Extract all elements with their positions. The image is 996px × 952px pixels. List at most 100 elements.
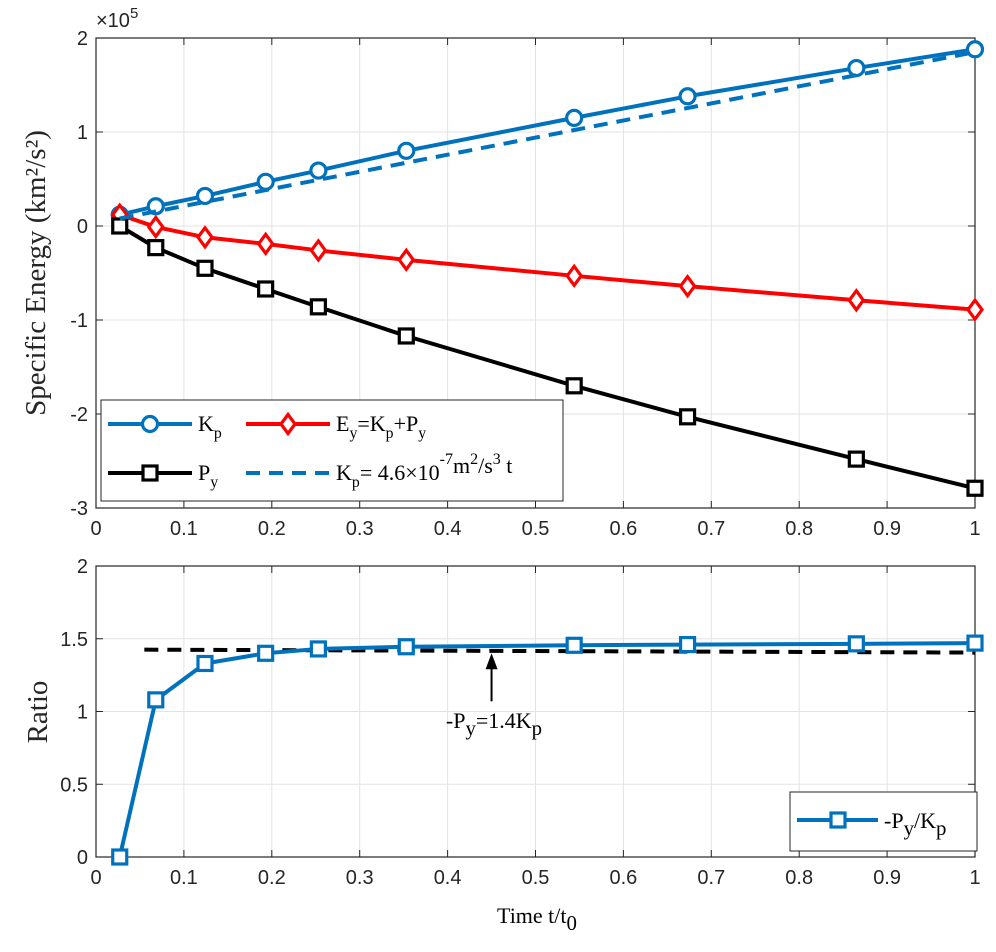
- label-part: =1.4K: [476, 708, 532, 733]
- x-tick-label: 0.2: [258, 518, 286, 540]
- label-part: =K: [357, 411, 385, 436]
- x-tick-label: 0.7: [697, 867, 725, 889]
- annotation-arrowhead: [485, 653, 498, 670]
- x-tick-label: 0.1: [170, 867, 198, 889]
- data-point-diamond: [966, 297, 984, 322]
- data-point-circle: [965, 40, 985, 59]
- series-line: [119, 212, 976, 312]
- data-point-diamond: [565, 263, 584, 289]
- superscript: 3: [493, 451, 501, 468]
- y-tick-label: 0: [77, 847, 88, 869]
- x-tick-label: 0.7: [697, 518, 725, 540]
- legend: -Py/Kp: [789, 791, 978, 852]
- data-point-diamond: [146, 214, 165, 240]
- data-point-square: [966, 634, 984, 652]
- subscript: p: [386, 425, 394, 442]
- x-tick-label: 0.4: [434, 867, 462, 889]
- legend-label: -Py/Kp: [884, 808, 946, 840]
- x-tick-label: 0.3: [346, 518, 374, 540]
- data-point-square: [111, 848, 129, 866]
- data-point-square: [847, 450, 865, 468]
- data-point-diamond: [397, 247, 416, 273]
- data-point-square: [257, 644, 275, 662]
- data-point-square: [678, 408, 697, 426]
- data-point-circle: [678, 87, 697, 106]
- subscript: y: [465, 716, 476, 740]
- y-tick-label: 1: [77, 122, 88, 144]
- series-line: [119, 47, 976, 217]
- x-axis-label: Time t/t0: [497, 903, 577, 935]
- exponent-base: ×10: [96, 10, 130, 32]
- data-point-circle: [847, 58, 866, 78]
- exponent-power: 5: [130, 5, 138, 22]
- annotation-label: -Py=1.4Kp: [446, 708, 542, 740]
- label-part: m: [453, 453, 470, 478]
- data-point-diamond: [847, 288, 866, 313]
- label-part: -P: [884, 808, 904, 833]
- data-point-square: [147, 691, 165, 709]
- data-point-circle: [309, 161, 328, 180]
- data-point-square: [309, 640, 327, 658]
- y-tick-label: 1.5: [60, 629, 88, 651]
- series-line: [117, 641, 976, 858]
- x-tick-label: 0: [90, 518, 101, 540]
- subscript: y: [418, 425, 426, 442]
- label-part: /K: [914, 808, 936, 833]
- subscript: p: [352, 474, 360, 491]
- data-point-circle: [146, 197, 165, 216]
- x-tick-label: 0.9: [873, 867, 901, 889]
- subscript: p: [936, 816, 946, 840]
- legend-label: Kp: [198, 411, 222, 442]
- data-point-circle: [397, 141, 416, 160]
- x-tick-label: 0: [90, 867, 101, 889]
- axes-frame: [95, 37, 976, 509]
- superscript: -7: [440, 451, 453, 468]
- data-point-square: [966, 479, 984, 497]
- label-part: Time t/t: [497, 903, 567, 928]
- legend-label: Py: [198, 460, 218, 491]
- data-point-square: [147, 239, 165, 257]
- superscript: 2: [470, 451, 478, 468]
- data-point-diamond: [256, 231, 275, 257]
- data-point-square: [397, 638, 415, 656]
- x-tick-label: 0.2: [258, 867, 286, 889]
- subscript: p: [532, 716, 542, 740]
- x-tick-label: 0.4: [434, 518, 462, 540]
- label-part: t: [501, 453, 513, 478]
- label-part: K: [198, 411, 214, 436]
- x-tick-label: 0.6: [609, 867, 637, 889]
- axis-exponent: ×105: [96, 5, 138, 32]
- y-tick-label: -2: [70, 404, 88, 426]
- data-point-circle: [140, 414, 160, 434]
- axes-frame: [95, 565, 976, 858]
- legend-label: Kp= 4.6×10-7m2/s3 t: [336, 451, 512, 491]
- data-point-square: [847, 635, 865, 653]
- data-point-square: [257, 280, 275, 298]
- y-tick-label: 2: [77, 28, 88, 50]
- label-part: -P: [446, 708, 466, 733]
- data-point-square: [397, 327, 415, 345]
- y-tick-label: 0.5: [60, 774, 88, 796]
- data-point-diamond: [196, 225, 214, 250]
- label-part: K: [336, 460, 352, 485]
- series-line: [118, 224, 976, 491]
- data-point-square: [309, 298, 327, 316]
- y-tick-label: 2: [77, 556, 88, 578]
- data-point-square: [196, 654, 214, 673]
- data-point-square: [196, 259, 214, 277]
- y-tick-label: 1: [77, 702, 88, 724]
- legend-box: [100, 399, 564, 502]
- subscript: 0: [567, 911, 577, 935]
- ratio-chart: 0 0.1 0.2 0.3 0.4 0.5 0.6 0.7 0.8 0.9 1 0 0.5 1 1.5 2 Ra…: [22, 556, 984, 935]
- energy-chart: 0 0.1 0.2 0.3 0.4 0.5 0.6 0.7 0.8 0.9 1 -3 -2 -1 0 1 2 ×1…: [20, 5, 985, 540]
- x-tick-label: 0.3: [346, 867, 374, 889]
- y-tick-label: -1: [70, 310, 88, 332]
- x-tick-label: 1: [969, 867, 980, 889]
- data-point-square: [678, 635, 697, 654]
- label-part: E: [336, 411, 349, 436]
- label-part: P: [198, 460, 210, 485]
- data-point-diamond: [309, 238, 328, 263]
- x-tick-label: 0.1: [170, 518, 198, 540]
- x-tick-label: 0.8: [785, 867, 813, 889]
